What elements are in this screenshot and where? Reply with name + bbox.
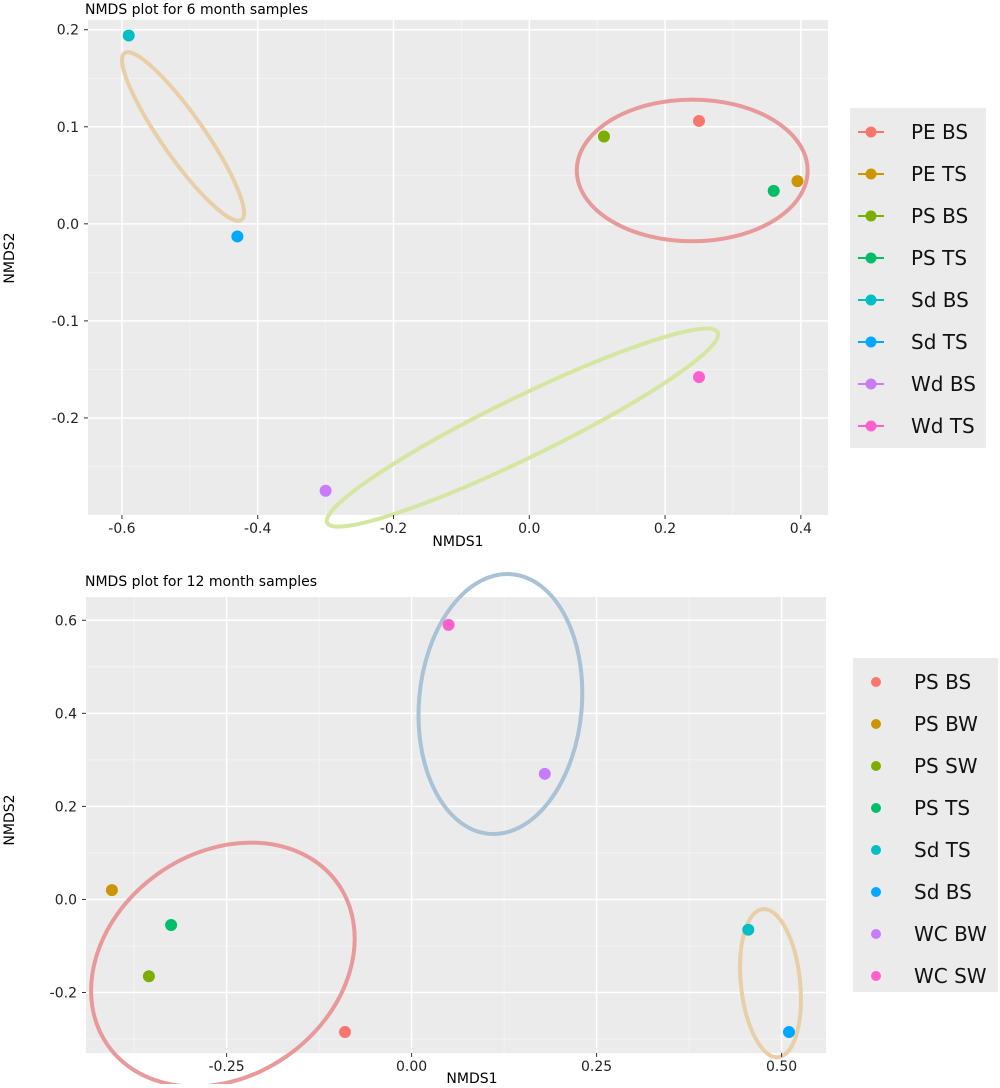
point-wd-bs [319, 484, 332, 497]
legend-label-sd-bs: Sd BS [914, 880, 972, 904]
point-pe-ts [791, 175, 804, 188]
legend-label-ps-sw: PS SW [914, 754, 978, 778]
data-points-12-month [105, 618, 795, 1039]
legend-label-ps-bs: PS BS [911, 204, 968, 228]
point-sd-ts [231, 230, 244, 243]
y-tick-label: -0.2 [52, 411, 79, 427]
point-sd-bs [783, 1026, 795, 1039]
point-ps-bw [105, 884, 118, 897]
legend-background-6-month [850, 108, 986, 448]
plot-panel-12-month [86, 597, 826, 1053]
legend-key-pe-ts [865, 168, 877, 180]
y-tick-label: 0.0 [55, 892, 77, 908]
y-tick-label: 0.2 [57, 23, 79, 39]
legend-12-month: PS BS PS BW PS SW PS TS Sd TS Sd BS WC BW WC SW [853, 658, 998, 992]
chart-title-12-month: NMDS plot for 12 month samples [85, 574, 317, 590]
legend-key-ps-ts [865, 252, 877, 264]
x-tick-label: 0.50 [766, 1059, 797, 1075]
x-tick-label: 0.2 [654, 521, 676, 537]
legend-key-pe-bs [865, 126, 877, 138]
nmds-12-month-panel: NMDS plot for 12 month samples -0.25 0.00… [2, 572, 998, 1088]
x-tick-label: 0.25 [581, 1059, 612, 1075]
cluster-ellipse-2 [416, 572, 585, 837]
y-tick-label: 0.2 [55, 799, 77, 815]
legend-key-wd-ts [865, 420, 877, 432]
cluster-ellipses-6-month [120, 50, 810, 529]
legend-label-ps-ts: PS TS [914, 796, 970, 820]
x-tick-label: 0.0 [518, 521, 540, 537]
legend-key-sd-ts [865, 336, 877, 348]
legend-label-wd-bs: Wd BS [911, 372, 976, 396]
point-ps-bs [597, 130, 610, 143]
legend-key-sd-ts [871, 845, 881, 855]
cluster-ellipse-1 [89, 840, 357, 1088]
cluster-ellipse-3 [738, 907, 803, 1060]
legend-6-month: PE BS PE TS PS BS PS TS Sd BS Sd TS Wd BS Wd TS [850, 108, 986, 448]
x-tick-label: -0.4 [244, 521, 271, 537]
point-wc-sw [442, 618, 455, 631]
legend-key-ps-bs [871, 677, 881, 687]
point-sd-bs [122, 29, 135, 42]
x-tick-label: 0.4 [790, 521, 812, 537]
y-axis-title-12-month: NMDS2 [2, 794, 18, 845]
axis-ticks-6-month: -0.6 -0.4 -0.2 0.0 0.2 0.4 0.2 0.1 0.0 -0.1 -0.2 [52, 23, 812, 537]
x-tick-label: -0.25 [208, 1059, 244, 1075]
legend-label-pe-ts: PE TS [911, 162, 967, 186]
axis-ticks-12-month: -0.25 0.00 0.25 0.50 0.6 0.4 0.2 0.0 -0.2 [50, 613, 798, 1075]
legend-label-sd-bs: Sd BS [911, 288, 969, 312]
point-ps-sw [142, 970, 155, 983]
chart-title-6-month: NMDS plot for 6 month samples [85, 2, 308, 18]
x-tick-label: -0.2 [380, 521, 407, 537]
x-tick-label: -0.6 [108, 521, 135, 537]
legend-label-wc-sw: WC SW [914, 964, 987, 988]
point-ps-ts [165, 919, 178, 932]
cluster-ellipse-1 [574, 97, 810, 244]
gridlines-6-month [88, 20, 828, 515]
legend-key-sd-bs [871, 887, 881, 897]
legend-key-ps-ts [871, 803, 881, 813]
cluster-ellipse-2 [120, 50, 247, 223]
point-ps-ts [767, 184, 780, 197]
legend-label-ps-bw: PS BW [914, 712, 978, 736]
legend-label-sd-ts: Sd TS [911, 330, 968, 354]
y-tick-label: -0.1 [52, 314, 79, 330]
legend-key-ps-bs [865, 210, 877, 222]
x-axis-title-12-month: NMDS1 [446, 1071, 497, 1084]
legend-key-wc-bw [871, 929, 881, 939]
point-wd-ts [693, 371, 706, 384]
x-tick-label: 0.00 [396, 1059, 427, 1075]
legend-label-ps-bs: PS BS [914, 670, 971, 694]
legend-label-wc-bw: WC BW [914, 922, 987, 946]
point-pe-bs [693, 114, 706, 127]
cluster-ellipse-3 [324, 326, 721, 529]
point-sd-ts [742, 923, 755, 936]
point-wc-bw [538, 767, 551, 780]
y-tick-label: 0.4 [55, 706, 77, 722]
nmds-6-month-panel: NMDS plot for 6 month samples -0.6 -0.4 -0… [2, 2, 986, 550]
y-tick-label: 0.1 [57, 120, 79, 136]
legend-label-ps-ts: PS TS [911, 246, 967, 270]
legend-key-wc-sw [871, 971, 881, 981]
x-axis-title-6-month: NMDS1 [432, 534, 483, 550]
legend-key-ps-bw [871, 719, 881, 729]
cluster-ellipses-12-month [89, 572, 803, 1088]
legend-label-sd-ts: Sd TS [914, 838, 971, 862]
y-tick-label: 0.0 [57, 217, 79, 233]
legend-label-pe-bs: PE BS [911, 120, 968, 144]
legend-key-ps-sw [871, 761, 881, 771]
plot-panel-6-month [88, 20, 828, 515]
y-tick-label: -0.2 [50, 986, 77, 1002]
gridlines-12-month [86, 597, 826, 1053]
point-ps-bs [339, 1026, 351, 1039]
legend-key-sd-bs [865, 294, 877, 306]
legend-label-wd-ts: Wd TS [911, 414, 975, 438]
data-points-6-month [122, 29, 804, 497]
y-tick-label: 0.6 [55, 613, 77, 629]
legend-key-wd-bs [865, 378, 877, 390]
y-axis-title-6-month: NMDS2 [2, 232, 18, 283]
